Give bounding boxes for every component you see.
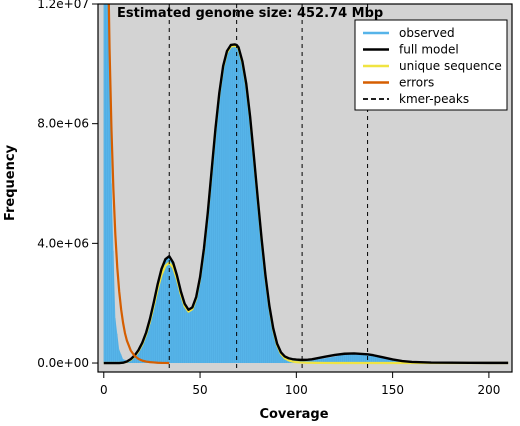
full-model-line [103,43,509,365]
chart-title: Estimated genome size: 452.74 Mbp [117,6,383,21]
x-axis: 0 50 100 150 200 [100,372,500,397]
x-tick-label: 150 [381,383,404,397]
y-tick-label: 4.0e+06 [37,236,89,250]
y-axis-title: Frequency [3,144,18,221]
legend-label: errors [399,76,434,90]
legend-label: full model [399,43,459,57]
y-tick-label: 1.2e+07 [37,0,89,11]
kmer-peak-lines [168,4,369,372]
errors-line [107,4,170,365]
x-tick-label: 200 [477,383,500,397]
x-tick-label: 100 [285,383,308,397]
y-tick-label: 0.0e+00 [37,356,89,370]
legend-label: observed [399,26,455,40]
x-tick-label: 50 [192,383,207,397]
legend-label: kmer-peaks [399,92,469,106]
plot-border [97,3,513,373]
x-tick-label: 0 [100,383,108,397]
legend: observed full model unique sequence errors k… [354,19,508,111]
x-axis-title: Coverage [259,407,328,422]
model-lines [103,4,509,365]
legend-label: unique sequence [399,59,502,73]
y-tick-label: 8.0e+06 [37,117,89,131]
observed-area [103,4,509,364]
y-axis: 0.0e+00 4.0e+06 8.0e+06 1.2e+07 [37,0,98,370]
